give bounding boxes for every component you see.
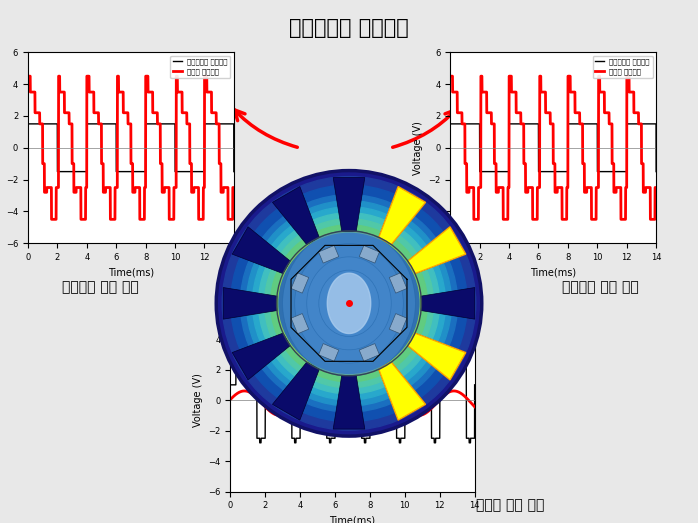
Legend: 정상상태의 유도전압, 변화된 유도전압: 정상상태의 유도전압, 변화된 유도전압 [593, 56, 653, 78]
Text: 고장상태의 유도전압: 고장상태의 유도전압 [289, 18, 409, 38]
Y-axis label: Voltage (V): Voltage (V) [413, 121, 422, 175]
Polygon shape [327, 273, 371, 334]
Polygon shape [379, 187, 426, 245]
Ellipse shape [283, 230, 415, 377]
Polygon shape [291, 314, 309, 334]
Polygon shape [333, 178, 365, 231]
Circle shape [271, 225, 427, 382]
Polygon shape [223, 288, 277, 319]
Polygon shape [232, 227, 290, 274]
Y-axis label: Voltage (V): Voltage (V) [193, 373, 202, 427]
X-axis label: Time(ms): Time(ms) [107, 267, 154, 278]
Circle shape [216, 170, 482, 436]
Ellipse shape [295, 244, 403, 363]
Ellipse shape [319, 270, 379, 336]
Text: 자기포화 현상 발생: 자기포화 현상 발생 [61, 280, 138, 294]
Circle shape [253, 207, 445, 400]
Circle shape [276, 231, 422, 376]
Circle shape [240, 195, 458, 412]
Text: 역자계 현상 발생: 역자계 현상 발생 [476, 498, 544, 512]
Polygon shape [408, 333, 466, 380]
Polygon shape [408, 227, 466, 274]
Polygon shape [333, 376, 365, 429]
Legend: 정상상태의 유도전압, 변화된 유도전압: 정상상태의 유도전압, 변화된 유도전압 [411, 312, 471, 334]
Circle shape [265, 219, 433, 388]
Polygon shape [359, 344, 380, 361]
Circle shape [279, 233, 419, 373]
X-axis label: Time(ms): Time(ms) [329, 516, 376, 523]
Circle shape [246, 201, 452, 406]
Text: 자기포화 현상 발생: 자기포화 현상 발생 [562, 280, 639, 294]
Polygon shape [379, 362, 426, 420]
Polygon shape [291, 273, 309, 293]
Circle shape [283, 237, 415, 370]
Circle shape [289, 243, 409, 363]
Polygon shape [379, 362, 426, 420]
Ellipse shape [306, 257, 392, 350]
Polygon shape [318, 245, 339, 263]
Polygon shape [389, 314, 407, 334]
X-axis label: Time(ms): Time(ms) [530, 267, 577, 278]
Circle shape [222, 177, 476, 430]
Circle shape [291, 245, 407, 361]
Polygon shape [408, 333, 466, 380]
Polygon shape [421, 288, 475, 319]
Polygon shape [232, 333, 290, 380]
Polygon shape [318, 344, 339, 361]
Legend: 정상상태의 유도전압, 변화된 유도전압: 정상상태의 유도전압, 변화된 유도전압 [170, 56, 230, 78]
Polygon shape [272, 187, 319, 245]
Polygon shape [272, 362, 319, 420]
Polygon shape [408, 227, 466, 274]
Circle shape [291, 245, 407, 361]
Polygon shape [379, 187, 426, 245]
Polygon shape [389, 273, 407, 293]
Polygon shape [359, 245, 380, 263]
Circle shape [258, 213, 440, 394]
Circle shape [231, 185, 467, 422]
